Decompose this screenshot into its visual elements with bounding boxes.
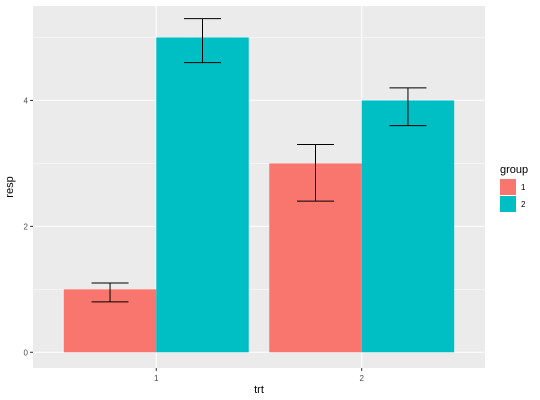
legend-label: 2 (521, 200, 526, 209)
bars (63, 37, 455, 353)
x-axis-title: trt (254, 384, 264, 396)
legend-label: 1 (521, 183, 526, 192)
legend-key (500, 179, 516, 195)
x-tick-label: 1 (154, 374, 159, 383)
bar (361, 100, 455, 353)
legend-items: 12 (500, 179, 526, 212)
legend: group 12 (500, 164, 528, 212)
y-axis-title: resp (4, 176, 16, 197)
error-bars (91, 18, 427, 303)
y-tick-label: 2 (24, 222, 29, 231)
legend-key (500, 196, 516, 212)
y-tick-label: 4 (24, 96, 29, 105)
y-tick-label: 0 (24, 348, 29, 357)
y-axis: 0 2 4 (24, 96, 33, 357)
legend-title: group (500, 164, 528, 176)
bar (156, 37, 249, 353)
x-tick-label: 2 (360, 374, 365, 383)
